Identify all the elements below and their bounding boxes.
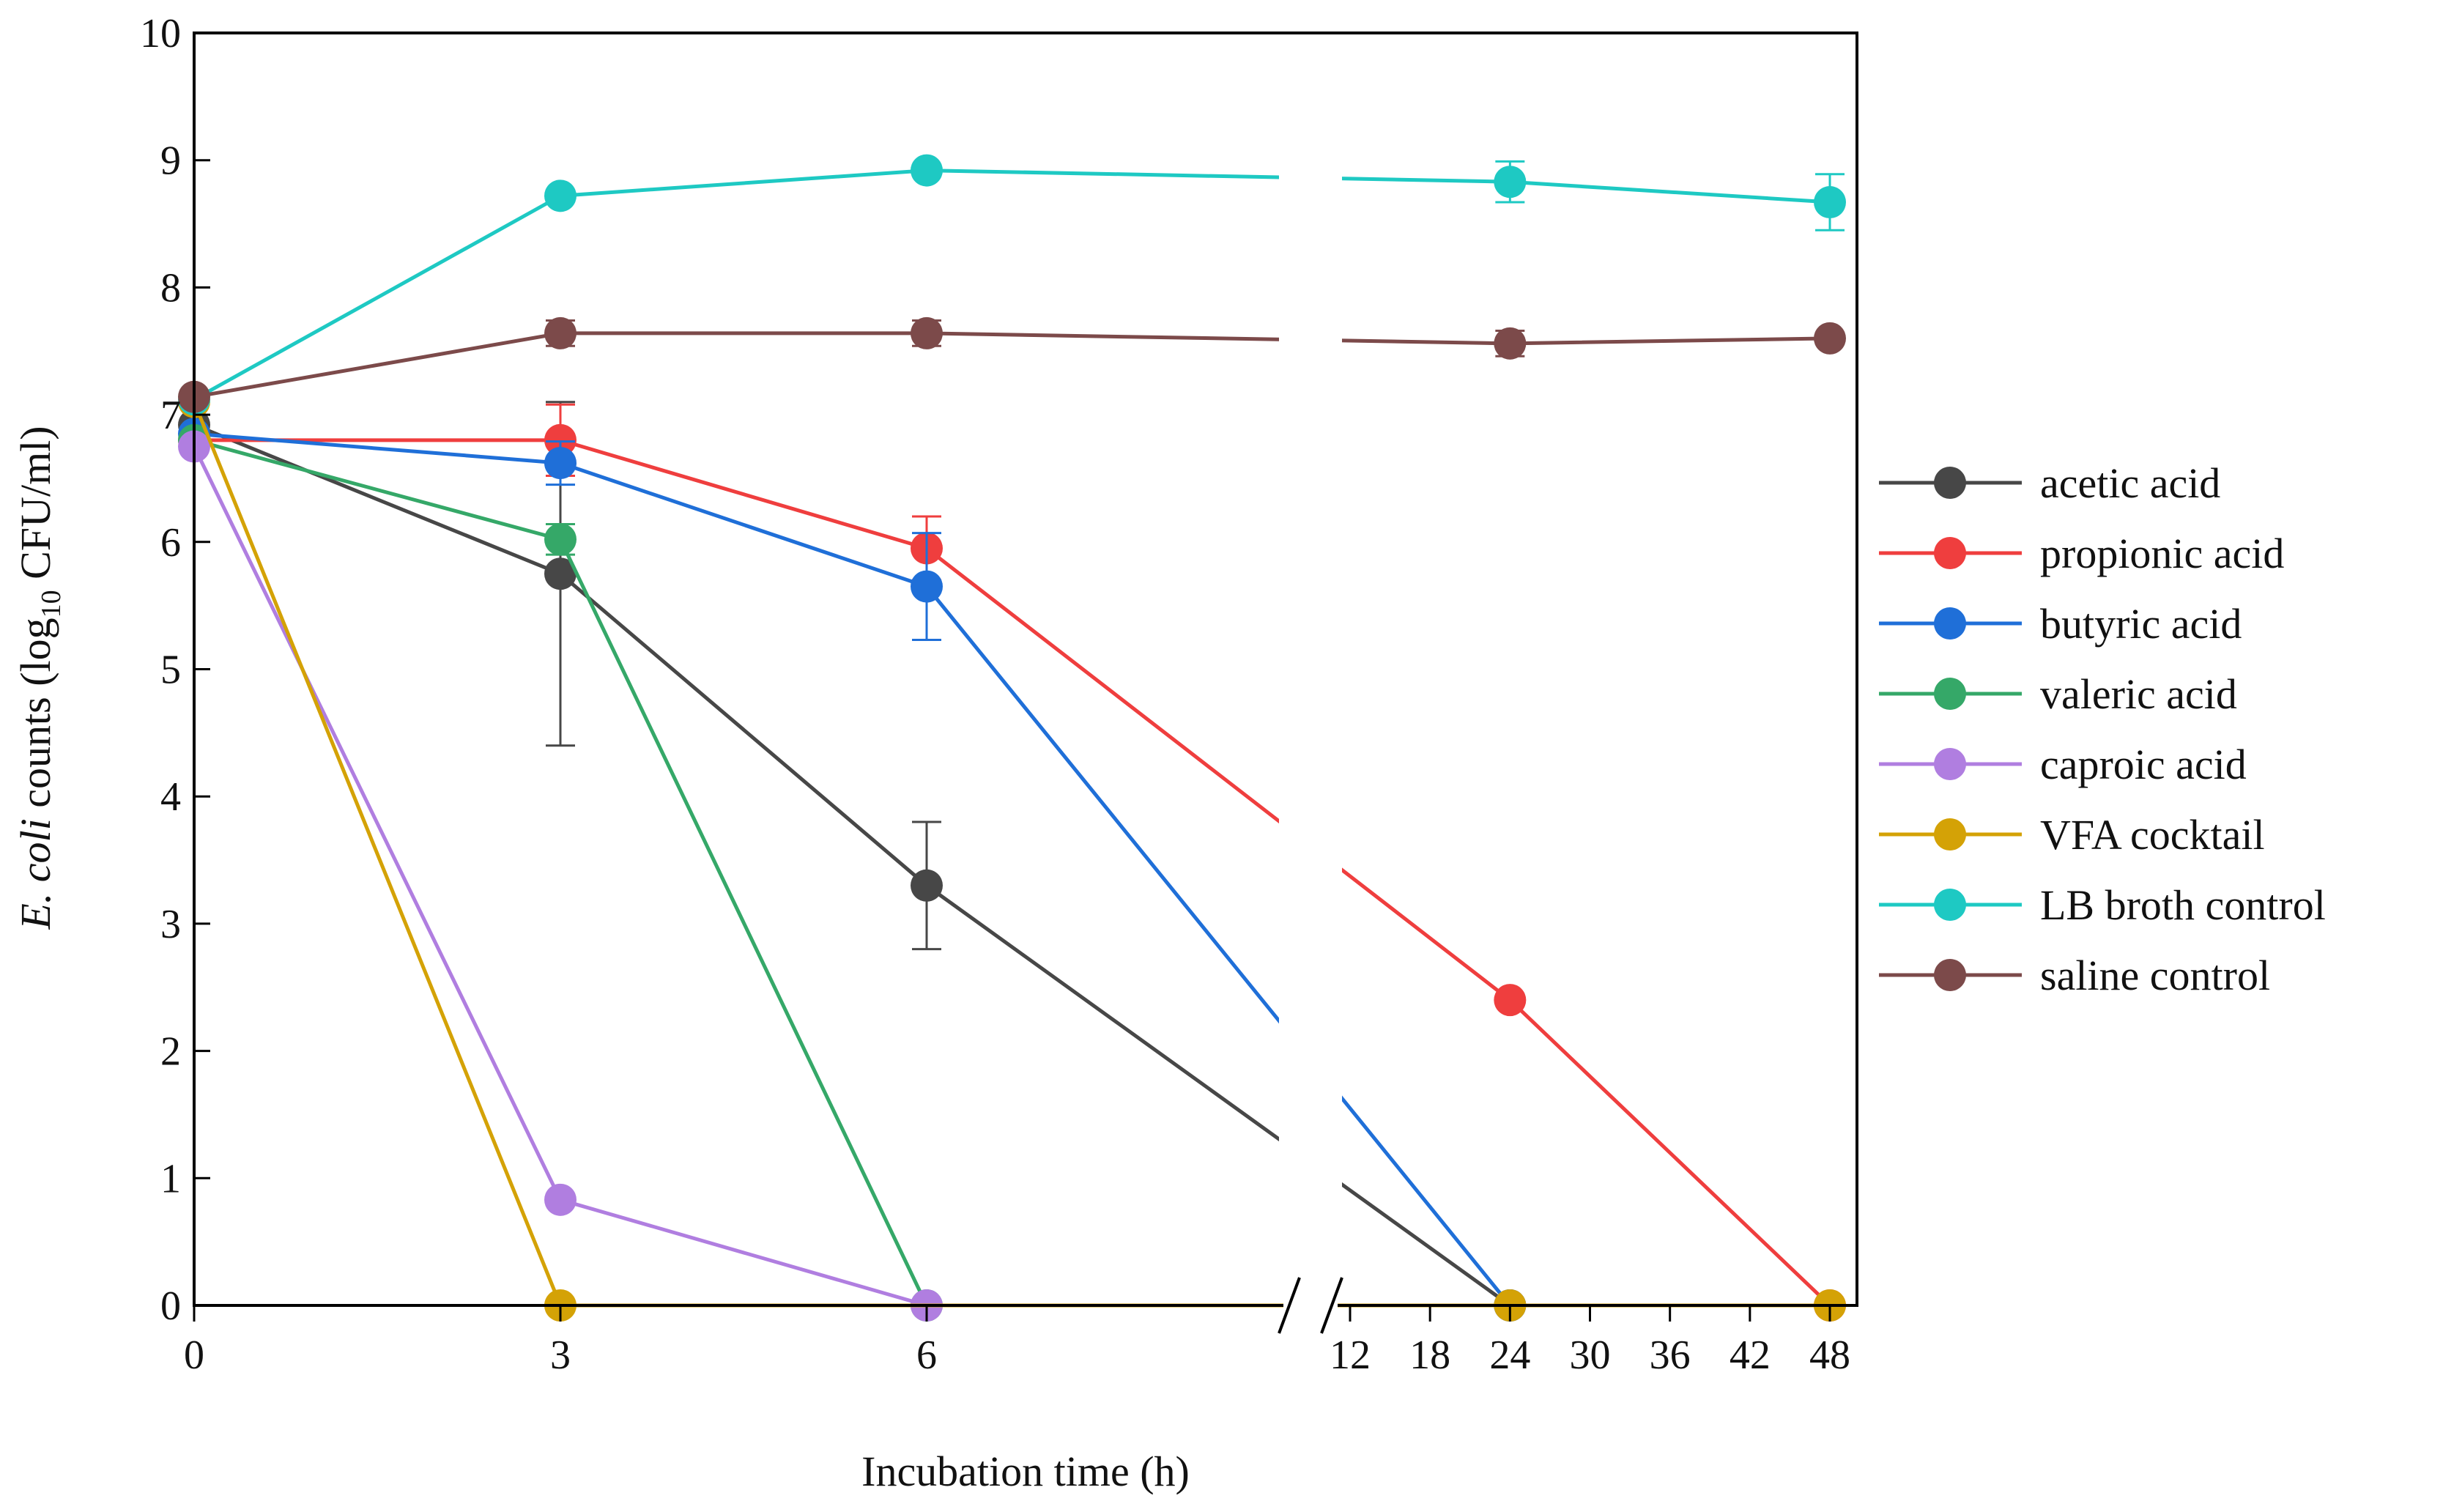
- series-line: [193, 431, 1512, 1307]
- data-point: [911, 869, 943, 902]
- x-tick-label: 24: [1489, 1333, 1530, 1378]
- x-tick-label: 36: [1650, 1333, 1691, 1378]
- y-axis-title: E. coli counts (log10 CFU/ml): [12, 426, 67, 930]
- y-axis-title-counts: counts (log: [12, 618, 59, 818]
- series-line: [193, 423, 1511, 1308]
- legend-label: VFA cocktail: [2040, 811, 2265, 859]
- data-point: [1814, 322, 1846, 355]
- data-point: [544, 179, 577, 212]
- series-caproic-acid: [178, 430, 943, 1322]
- legend-swatch-marker: [1934, 818, 1966, 850]
- legend-swatch-marker: [1934, 959, 1966, 991]
- legend-swatch-marker: [1934, 537, 1966, 569]
- axis-break-mark: [1320, 1277, 1343, 1334]
- y-tick-label: 9: [160, 138, 181, 184]
- y-tick-label: 4: [160, 774, 181, 820]
- axis-break-mark: [1278, 1277, 1301, 1334]
- line-break-gap: [1279, 36, 1342, 1301]
- series-saline-control: [178, 316, 1846, 413]
- legend-item: valeric acid: [1879, 670, 2237, 718]
- y-tick-label: 2: [160, 1029, 181, 1075]
- legend-label: valeric acid: [2040, 670, 2237, 718]
- data-point: [1814, 186, 1846, 219]
- x-axis-title: Incubation time (h): [861, 1448, 1190, 1495]
- y-tick-label: 5: [160, 648, 181, 693]
- legend-label: butyric acid: [2040, 600, 2242, 648]
- axis-break-gap: [1283, 1301, 1338, 1310]
- data-point: [911, 154, 943, 187]
- y-axis-title-organism: E. coli: [12, 818, 59, 930]
- data-point: [544, 316, 577, 349]
- legend-swatch-marker: [1934, 678, 1966, 710]
- x-tick-label: 3: [550, 1333, 571, 1378]
- x-tick-label: 48: [1809, 1333, 1850, 1378]
- y-tick-label: 8: [160, 265, 181, 311]
- data-point: [1494, 327, 1527, 360]
- data-point: [1494, 984, 1527, 1017]
- legend-label: acetic acid: [2040, 459, 2220, 507]
- data-point: [544, 447, 577, 480]
- x-tick-label: 0: [184, 1333, 204, 1378]
- y-axis-title-subscript: 10: [36, 590, 67, 618]
- data-point: [544, 1183, 577, 1216]
- y-tick-label: 3: [160, 902, 181, 947]
- y-tick-label: 10: [140, 11, 181, 56]
- legend-item: butyric acid: [1879, 600, 2242, 648]
- legend-item: VFA cocktail: [1879, 811, 2265, 859]
- x-tick-label: 30: [1570, 1333, 1611, 1378]
- x-tick-label: 42: [1730, 1333, 1771, 1378]
- legend-swatch-marker: [1934, 748, 1966, 780]
- y-tick-label: 6: [160, 520, 181, 566]
- legend-item: LB broth control: [1879, 881, 2326, 929]
- data-point: [1494, 166, 1527, 199]
- x-tick-label: 6: [916, 1333, 937, 1378]
- legend-item: caproic acid: [1879, 741, 2247, 788]
- y-tick-label: 0: [160, 1283, 181, 1329]
- x-tick-label: 12: [1330, 1333, 1371, 1378]
- legend-item: saline control: [1879, 952, 2270, 999]
- legend-item: acetic acid: [1879, 459, 2220, 507]
- legend-label: caproic acid: [2040, 741, 2247, 788]
- legend-label: LB broth control: [2040, 881, 2326, 929]
- legend: acetic acid propionic acid butyric acid val…: [1879, 459, 2326, 999]
- legend-label: saline control: [2040, 952, 2270, 999]
- data-point: [911, 316, 943, 349]
- data-point: [544, 423, 577, 456]
- legend-swatch-marker: [1934, 607, 1966, 640]
- data-point: [544, 557, 577, 590]
- x-tick-label: 18: [1409, 1333, 1450, 1378]
- y-tick-label: 7: [160, 393, 181, 438]
- data-point: [911, 570, 943, 603]
- legend-label: propionic acid: [2040, 530, 2284, 577]
- legend-item: propionic acid: [1879, 530, 2284, 577]
- y-tick-label: 1: [160, 1156, 181, 1201]
- data-point: [544, 523, 577, 556]
- legend-swatch-marker: [1934, 467, 1966, 499]
- legend-swatch-marker: [1934, 889, 1966, 921]
- y-axis-title-unit: CFU/ml): [12, 426, 59, 590]
